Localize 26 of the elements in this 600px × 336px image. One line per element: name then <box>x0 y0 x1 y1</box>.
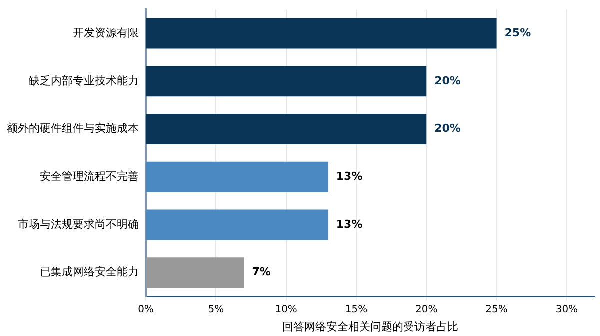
x-tick-label: 20% <box>416 304 438 316</box>
x-tick-label: 5% <box>208 304 224 316</box>
x-tick-label: 15% <box>345 304 368 316</box>
y-tick-label: 额外的硬件组件与实施成本 <box>7 122 139 136</box>
data-label: 20% <box>434 74 461 88</box>
y-tick-label: 安全管理流程不完善 <box>40 170 139 183</box>
x-tick-label: 25% <box>486 304 508 316</box>
bar <box>146 162 328 192</box>
bar <box>146 258 244 288</box>
y-tick-label: 市场与法规要求尚不明确 <box>18 218 139 231</box>
x-axis-title: 回答网络安全相关问题的受访者占比 <box>282 320 458 334</box>
bar <box>146 114 427 145</box>
x-tick-label: 30% <box>556 304 578 316</box>
x-tick-label: 10% <box>275 304 298 316</box>
y-tick-label: 缺乏内部专业技术能力 <box>29 74 139 88</box>
data-label: 13% <box>336 218 363 231</box>
y-tick-label: 开发资源有限 <box>73 26 139 40</box>
y-tick-label: 已集成网络安全能力 <box>40 266 139 279</box>
bar <box>146 210 328 240</box>
data-label: 20% <box>434 122 461 136</box>
bar <box>146 66 427 97</box>
bar <box>146 18 497 49</box>
data-label: 25% <box>504 26 532 40</box>
data-label: 13% <box>336 170 363 183</box>
data-label: 7% <box>252 266 271 279</box>
x-tick-label: 0% <box>138 304 154 316</box>
